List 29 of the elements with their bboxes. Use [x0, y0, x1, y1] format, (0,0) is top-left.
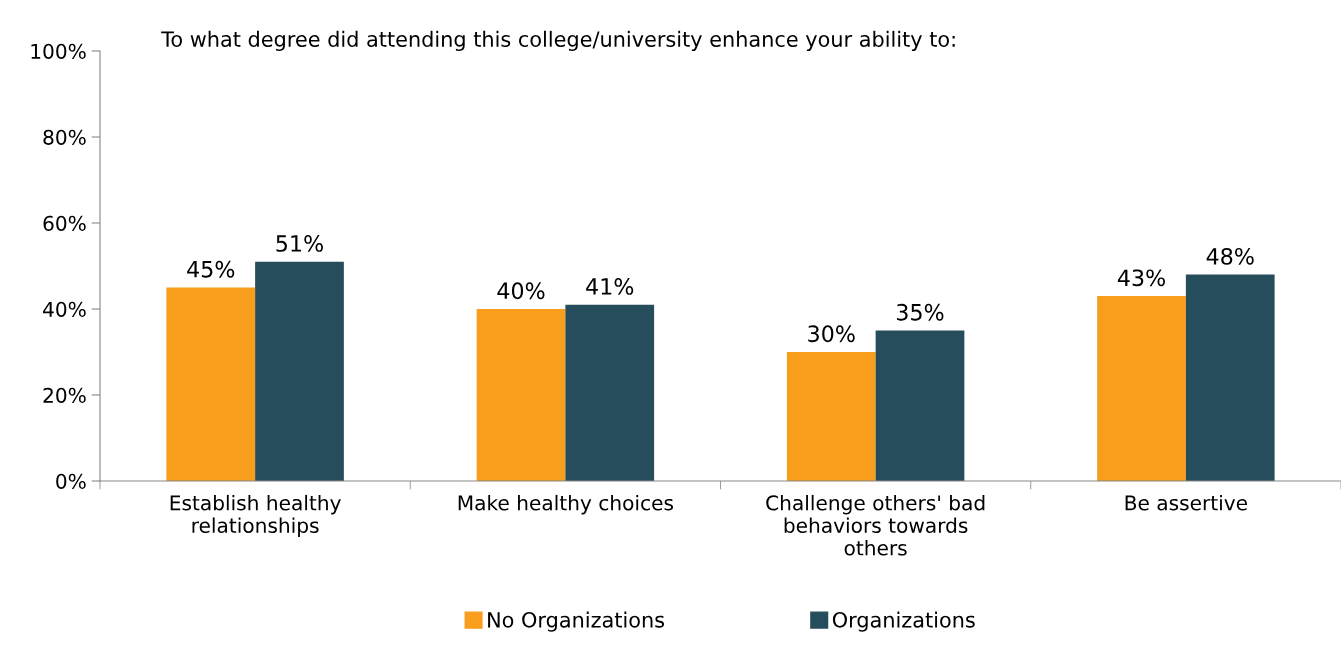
- bar: [1185, 274, 1275, 481]
- data-label: 40%: [497, 282, 545, 300]
- bar: [565, 304, 655, 481]
- legend-label: No Organizations: [488, 611, 665, 632]
- y-tick-label: 80%: [43, 129, 86, 145]
- data-label: 43%: [1117, 269, 1165, 287]
- x-tick-label: Challenge others' bad behaviors towards others: [766, 494, 985, 556]
- bar: [786, 352, 876, 481]
- x-tick-label: Be assertive: [1125, 494, 1247, 511]
- bar: [875, 330, 965, 481]
- bar: [166, 287, 256, 481]
- bar: [1097, 296, 1186, 481]
- chart-title: To what degree did attending this college/university enhance your ability to:: [161, 30, 955, 51]
- data-label: 51%: [276, 235, 323, 252]
- data-label: 30%: [808, 325, 855, 343]
- data-label: 35%: [896, 303, 944, 321]
- x-tick-label: Make healthy choices: [458, 494, 673, 515]
- y-tick-label: 0%: [56, 473, 86, 489]
- legend-label: Organizations: [832, 611, 975, 632]
- y-tick-label: 100%: [31, 43, 86, 59]
- bar: [255, 261, 344, 481]
- y-tick-label: 60%: [43, 215, 86, 231]
- data-label: 45%: [187, 260, 235, 278]
- y-tick-label: 40%: [43, 301, 86, 317]
- y-tick-label: 20%: [43, 387, 86, 403]
- x-tick-label: Establish healthy relationships: [170, 494, 341, 537]
- data-label: 41%: [586, 278, 634, 295]
- bar: [476, 309, 566, 481]
- data-label: 48%: [1206, 247, 1254, 265]
